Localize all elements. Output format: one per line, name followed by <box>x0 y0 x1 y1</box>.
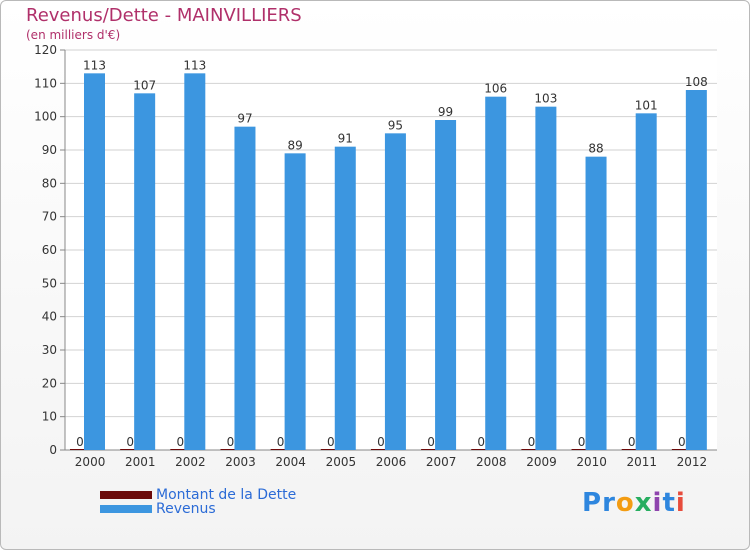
data-label-dette: 0 <box>528 435 536 449</box>
bar-dette <box>70 449 90 450</box>
data-label-dette: 0 <box>227 435 235 449</box>
data-label-revenus: 113 <box>183 58 206 72</box>
x-tick-label: 2010 <box>576 455 607 469</box>
data-label-dette: 0 <box>678 435 686 449</box>
chart-title: Revenus/Dette - MAINVILLIERS <box>26 5 302 26</box>
legend-swatch-revenus <box>100 504 152 513</box>
data-label-revenus: 106 <box>484 82 507 96</box>
y-tick-label: 70 <box>42 210 57 224</box>
y-tick-label: 100 <box>34 110 57 124</box>
data-label-revenus: 97 <box>237 112 252 126</box>
y-tick-label: 60 <box>42 243 57 257</box>
x-tick-label: 2000 <box>75 455 106 469</box>
bar-dette <box>370 449 391 450</box>
bar-revenus <box>134 93 156 450</box>
data-label-revenus: 103 <box>534 92 557 106</box>
data-label-dette: 0 <box>628 435 636 449</box>
bar-dette <box>120 449 141 450</box>
x-tick-label: 2004 <box>275 455 306 469</box>
legend-swatch-dette <box>100 490 152 499</box>
bar-revenus <box>635 113 657 450</box>
x-tick-label: 2006 <box>376 455 407 469</box>
bar-dette <box>471 449 492 450</box>
x-tick-label: 2005 <box>326 455 357 469</box>
data-label-revenus: 99 <box>438 105 453 119</box>
data-label-dette: 0 <box>477 435 485 449</box>
bar-revenus <box>184 73 206 450</box>
data-label-dette: 0 <box>327 435 335 449</box>
legend-item-revenus: Revenus <box>100 500 216 517</box>
y-tick-label: 20 <box>42 376 57 390</box>
bar-dette <box>421 449 442 450</box>
bar-revenus <box>585 156 607 450</box>
data-label-revenus: 88 <box>588 142 603 156</box>
x-tick-label: 2007 <box>426 455 457 469</box>
bar-dette <box>220 449 241 450</box>
proxiti-logo: Proxiti <box>582 488 686 518</box>
y-tick-label: 40 <box>42 310 57 324</box>
y-tick-label: 80 <box>42 176 57 190</box>
logo-letter: t <box>662 488 676 518</box>
data-label-revenus: 108 <box>685 75 708 89</box>
bar-revenus <box>234 126 256 451</box>
logo-letter: i <box>652 488 663 518</box>
bar-revenus <box>685 90 707 450</box>
x-tick-label: 2003 <box>225 455 256 469</box>
y-tick-label: 120 <box>34 43 57 57</box>
data-label-revenus: 89 <box>287 138 302 152</box>
bar-revenus <box>535 106 557 451</box>
y-tick-label: 50 <box>42 276 57 290</box>
data-label-dette: 0 <box>377 435 385 449</box>
data-label-revenus: 101 <box>635 98 658 112</box>
data-label-revenus: 91 <box>338 132 353 146</box>
y-tick-label: 0 <box>49 443 57 457</box>
x-tick-label: 2012 <box>677 455 708 469</box>
x-tick-label: 2001 <box>125 455 156 469</box>
data-label-revenus: 113 <box>83 58 106 72</box>
logo-letter: r <box>602 488 616 518</box>
x-tick-label: 2002 <box>175 455 206 469</box>
y-tick-label: 10 <box>42 410 57 424</box>
data-label-revenus: 107 <box>133 78 156 92</box>
logo-letter: x <box>634 488 653 518</box>
bar-dette <box>521 449 542 450</box>
logo-letter: P <box>582 488 603 518</box>
bar-revenus <box>435 120 457 450</box>
legend-label-dette: Montant de la Dette <box>156 486 297 503</box>
x-tick-label: 2008 <box>476 455 507 469</box>
bar-revenus <box>384 133 406 451</box>
bar-revenus <box>284 153 306 451</box>
bar-dette <box>671 449 692 450</box>
data-label-dette: 0 <box>76 435 84 449</box>
y-tick-label: 30 <box>42 343 57 357</box>
bar-dette <box>621 449 642 450</box>
data-label-dette: 0 <box>277 435 285 449</box>
bar-revenus <box>84 73 105 450</box>
bar-dette <box>270 449 291 450</box>
chart-subtitle: (en milliers d'€) <box>26 28 121 42</box>
logo-letter: o <box>615 488 635 518</box>
bar-dette <box>170 449 191 450</box>
data-label-dette: 0 <box>578 435 586 449</box>
bar-dette <box>571 449 592 450</box>
bar-dette <box>320 449 341 450</box>
data-label-dette: 0 <box>176 435 184 449</box>
y-tick-label: 90 <box>42 143 57 157</box>
bar-revenus <box>485 96 507 451</box>
y-tick-label: 110 <box>34 76 57 90</box>
x-tick-label: 2011 <box>626 455 657 469</box>
logo-letter: i <box>675 488 686 518</box>
bar-revenus <box>334 146 356 450</box>
legend-label-revenus: Revenus <box>156 500 216 517</box>
data-label-dette: 0 <box>126 435 134 449</box>
x-tick-label: 2009 <box>526 455 557 469</box>
legend-item-dette: Montant de la Dette <box>100 486 297 503</box>
data-label-dette: 0 <box>427 435 435 449</box>
data-label-revenus: 95 <box>388 118 403 132</box>
